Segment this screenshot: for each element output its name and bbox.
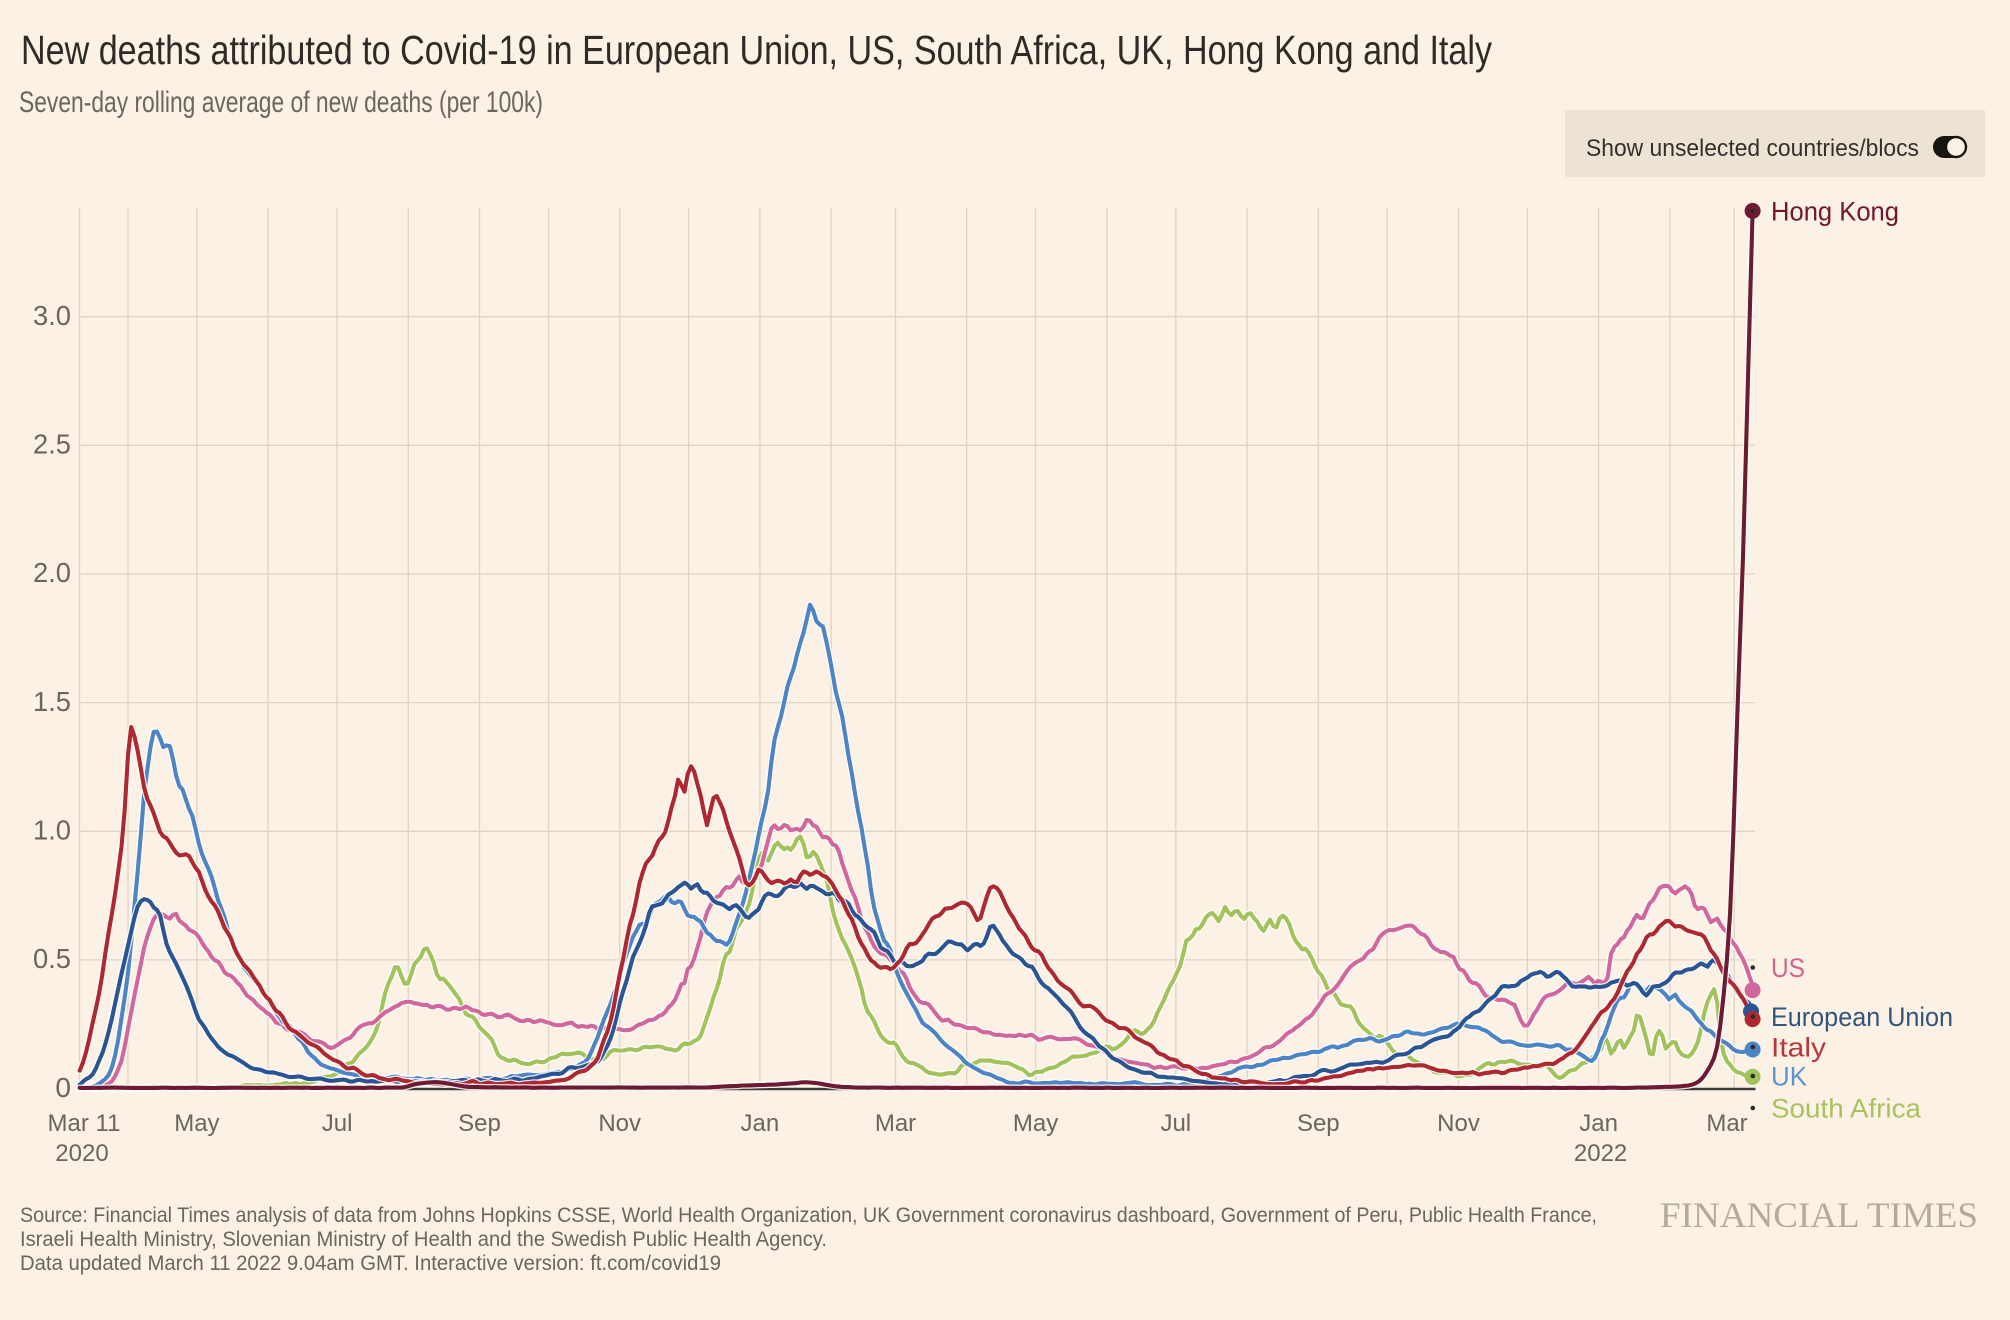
svg-text:Mar: Mar: [1706, 1110, 1747, 1137]
svg-text:UK: UK: [1771, 1062, 1807, 1092]
svg-text:0: 0: [55, 1072, 71, 1103]
svg-text:2022: 2022: [1574, 1140, 1627, 1167]
svg-text:1.5: 1.5: [33, 686, 71, 717]
svg-text:South Africa: South Africa: [1771, 1094, 1922, 1124]
svg-text:Show unselected countries/bloc: Show unselected countries/blocs: [1586, 135, 1919, 162]
svg-text:European Union: European Union: [1771, 1002, 1953, 1032]
svg-text:Hong Kong: Hong Kong: [1771, 197, 1899, 227]
svg-text:0.5: 0.5: [33, 943, 71, 974]
svg-text:2.5: 2.5: [33, 429, 71, 460]
svg-text:FINANCIAL TIMES: FINANCIAL TIMES: [1660, 1195, 1978, 1235]
svg-text:Mar: Mar: [875, 1110, 916, 1137]
svg-text:Jul: Jul: [1160, 1110, 1191, 1137]
svg-text:3.0: 3.0: [33, 300, 71, 331]
svg-text:Nov: Nov: [598, 1110, 641, 1137]
svg-text:US: US: [1771, 953, 1805, 983]
svg-text:Sep: Sep: [1297, 1110, 1340, 1137]
svg-text:Italy: Italy: [1771, 1033, 1827, 1063]
svg-text:2.0: 2.0: [33, 557, 71, 588]
svg-text:New deaths attributed to Covid: New deaths attributed to Covid-19 in Eur…: [21, 27, 1492, 73]
svg-text:Israeli Health Ministry, Slove: Israeli Health Ministry, Slovenian Minis…: [20, 1228, 827, 1251]
svg-text:Jan: Jan: [1579, 1110, 1618, 1137]
svg-text:Data updated March 11 2022 9.0: Data updated March 11 2022 9.04am GMT. I…: [20, 1252, 721, 1275]
svg-text:May: May: [174, 1110, 219, 1137]
svg-text:Nov: Nov: [1437, 1110, 1480, 1137]
svg-text:Jan: Jan: [741, 1110, 780, 1137]
svg-text:2020: 2020: [55, 1140, 108, 1167]
svg-text:Source: Financial Times analys: Source: Financial Times analysis of data…: [20, 1204, 1597, 1227]
svg-text:Jul: Jul: [322, 1110, 353, 1137]
svg-text:1.0: 1.0: [33, 815, 71, 846]
svg-text:Seven-day rolling average of n: Seven-day rolling average of new deaths …: [19, 86, 543, 119]
svg-text:Sep: Sep: [458, 1110, 501, 1137]
svg-text:Mar 11: Mar 11: [48, 1110, 121, 1137]
svg-text:May: May: [1013, 1110, 1058, 1137]
